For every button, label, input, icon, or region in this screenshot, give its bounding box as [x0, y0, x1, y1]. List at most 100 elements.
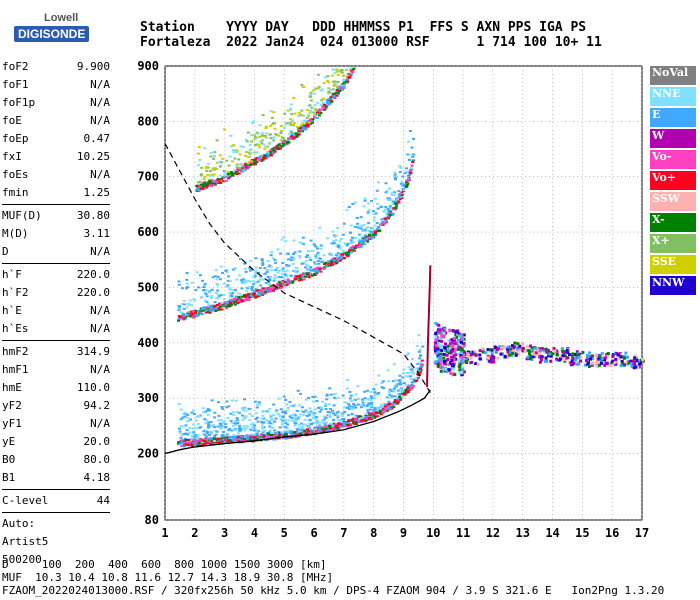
echo-point	[332, 234, 336, 237]
echo-point	[367, 418, 371, 421]
echo-point	[363, 417, 367, 420]
echo-point	[190, 411, 194, 414]
spread-f-point	[448, 347, 452, 351]
spread-f-point	[451, 341, 455, 345]
echo-point	[374, 412, 378, 415]
echo-point	[239, 428, 243, 431]
echo-point	[248, 267, 252, 270]
echo-point	[194, 440, 198, 443]
y-tick-label: 600	[137, 225, 159, 239]
echo-point	[277, 430, 281, 433]
x-tick-label: 15	[575, 526, 589, 540]
echo-point	[271, 257, 275, 260]
echo-point	[325, 237, 329, 240]
spread-f-point	[437, 343, 441, 347]
echo-point	[369, 414, 373, 417]
echo-point	[257, 289, 261, 292]
echo-point	[177, 309, 181, 312]
echo-point	[262, 156, 266, 159]
echo-point	[299, 392, 303, 395]
echo-point	[218, 174, 222, 177]
echo-point	[401, 372, 405, 375]
echo-point	[336, 245, 340, 248]
echo-point	[231, 144, 235, 147]
echo-point	[275, 276, 279, 279]
echo-point	[373, 230, 377, 233]
param-value: N/A	[90, 322, 110, 335]
spread-f-point	[637, 365, 641, 369]
echo-point	[366, 240, 370, 243]
echo-point	[297, 426, 301, 429]
echo-point	[331, 242, 335, 245]
echo-point	[196, 164, 200, 167]
echo-point	[393, 191, 397, 194]
echo-point	[227, 305, 231, 308]
echo-point	[387, 380, 391, 383]
spread-f-point	[560, 347, 564, 351]
echo-point	[332, 396, 336, 399]
echo-point	[313, 114, 317, 117]
spread-f-point	[453, 373, 457, 377]
echo-point	[410, 381, 414, 384]
echo-point	[217, 180, 221, 183]
echo-point	[222, 298, 226, 301]
echo-point	[217, 179, 221, 182]
echo-point	[180, 444, 184, 447]
echo-point	[259, 275, 263, 278]
echo-point	[275, 133, 279, 136]
spread-f-point	[442, 356, 446, 360]
param-separator	[2, 263, 110, 264]
echo-point	[178, 431, 182, 434]
echo-point	[269, 290, 273, 293]
echo-point	[347, 403, 351, 406]
echo-point	[289, 103, 293, 106]
echo-point	[192, 298, 196, 301]
echo-point	[238, 257, 242, 260]
echo-point	[331, 263, 335, 266]
echo-point	[326, 411, 330, 414]
echo-point	[290, 417, 294, 420]
echo-point	[210, 173, 214, 176]
spread-f-point	[440, 339, 444, 343]
echo-point	[268, 422, 272, 425]
echo-point	[375, 222, 379, 225]
echo-point	[310, 250, 314, 253]
echo-point	[334, 424, 338, 427]
echo-point	[369, 395, 373, 398]
echo-point	[284, 433, 288, 436]
echo-point	[352, 237, 356, 240]
spread-f-point	[509, 347, 513, 351]
spread-f-point	[481, 350, 485, 354]
echo-point	[256, 132, 260, 135]
echo-point	[185, 286, 189, 289]
echo-point	[388, 388, 392, 391]
echo-point	[313, 272, 317, 275]
echo-point	[356, 226, 360, 229]
echo-point	[203, 181, 207, 184]
echo-point	[268, 429, 272, 432]
echo-point	[184, 438, 188, 441]
echo-point	[206, 173, 210, 176]
echo-point	[277, 435, 281, 438]
echo-point	[335, 425, 339, 428]
spread-f-point	[462, 344, 466, 348]
echo-point	[352, 421, 356, 424]
echo-point	[327, 414, 331, 417]
echo-point	[298, 113, 302, 116]
echo-point	[319, 247, 323, 250]
echo-point	[208, 434, 212, 437]
echo-point	[247, 165, 251, 168]
param-value: 9.900	[76, 60, 110, 73]
echo-point	[219, 294, 223, 297]
spread-f-point	[467, 355, 471, 359]
echo-point	[260, 258, 264, 261]
echo-point	[241, 170, 245, 173]
echo-point	[214, 292, 218, 295]
echo-point	[207, 423, 211, 426]
echo-point	[280, 269, 284, 272]
echo-point	[403, 389, 407, 392]
echo-point	[393, 173, 397, 176]
echo-point	[252, 120, 256, 123]
echo-point	[208, 409, 212, 412]
spread-f-point	[451, 363, 455, 367]
